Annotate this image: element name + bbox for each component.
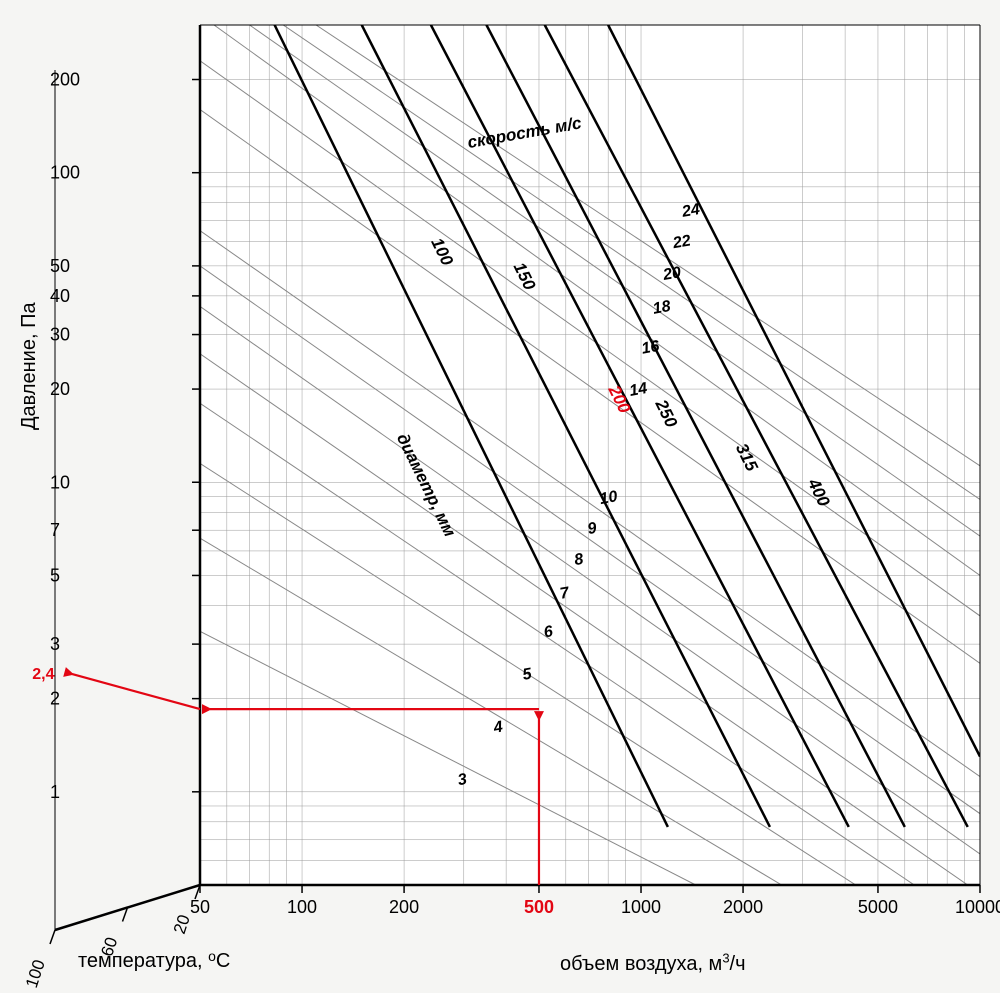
- svg-text:18: 18: [651, 298, 672, 318]
- svg-text:40: 40: [50, 286, 70, 306]
- svg-text:30: 30: [50, 325, 70, 345]
- svg-text:24: 24: [680, 201, 702, 221]
- svg-text:10: 10: [50, 472, 70, 492]
- y-axis-title: Давление, Па: [18, 302, 41, 430]
- chart-svg: 5010020050010002000500010000123571020304…: [0, 0, 1000, 993]
- svg-text:10: 10: [598, 488, 619, 508]
- svg-text:10000: 10000: [955, 897, 1000, 917]
- x-axis-title: объем воздуха, м3/ч: [560, 950, 746, 976]
- svg-text:50: 50: [50, 256, 70, 276]
- svg-text:2000: 2000: [723, 897, 763, 917]
- svg-text:20: 20: [50, 379, 70, 399]
- svg-text:100: 100: [22, 957, 49, 990]
- svg-text:1000: 1000: [621, 897, 661, 917]
- svg-text:16: 16: [640, 338, 661, 358]
- svg-text:22: 22: [671, 232, 693, 252]
- svg-text:2,4: 2,4: [32, 666, 54, 683]
- svg-text:200: 200: [389, 897, 419, 917]
- svg-text:20: 20: [661, 264, 683, 284]
- svg-text:5000: 5000: [858, 897, 898, 917]
- svg-text:14: 14: [628, 380, 649, 400]
- svg-text:100: 100: [287, 897, 317, 917]
- temp-axis-title: температура, oС: [78, 950, 230, 973]
- svg-text:500: 500: [524, 897, 554, 917]
- svg-text:50: 50: [190, 897, 210, 917]
- nomogram-chart: { "chart": { "type": "nomogram", "width_…: [0, 0, 1000, 993]
